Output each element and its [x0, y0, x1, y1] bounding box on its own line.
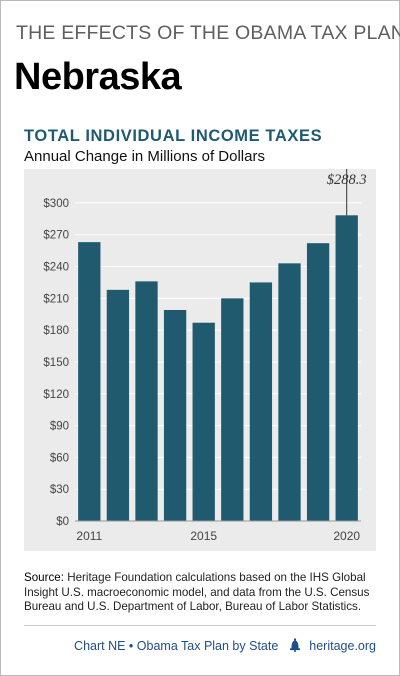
- bar: [78, 242, 101, 521]
- state-title: Nebraska: [14, 56, 182, 98]
- chart-title: TOTAL INDIVIDUAL INCOME TAXES: [24, 127, 323, 145]
- data-label-2020: $288.3: [327, 172, 367, 188]
- bar: [135, 281, 158, 521]
- bar: [249, 282, 273, 521]
- bar: [306, 243, 330, 521]
- footer: Chart NE • Obama Tax Plan by State herit…: [0, 638, 376, 653]
- source-label: Source:: [24, 571, 64, 584]
- y-tick-label: $30: [50, 484, 69, 496]
- y-tick-label: $240: [43, 262, 69, 274]
- bar: [335, 215, 358, 521]
- y-tick-label: $300: [43, 198, 69, 210]
- y-tick-label: $270: [43, 230, 69, 242]
- series-name: Obama Tax Plan by State: [136, 639, 279, 653]
- footer-divider: [24, 625, 376, 626]
- x-tick-label: 2015: [190, 529, 217, 543]
- bar: [163, 309, 187, 521]
- source-note: Source: Heritage Foundation calculations…: [24, 571, 380, 615]
- y-tick-label: $0: [56, 516, 69, 528]
- y-tick-label: $120: [43, 389, 69, 401]
- y-tick-label: $150: [43, 357, 69, 369]
- bar: [106, 289, 130, 521]
- y-tick-label: $180: [43, 325, 69, 337]
- x-tick-label: 2020: [333, 529, 360, 543]
- chart-subtitle: Annual Change in Millions of Dollars: [24, 148, 265, 165]
- source-text: Heritage Foundation calculations based o…: [24, 571, 370, 613]
- footer-separator: •: [125, 639, 137, 653]
- series-kicker: THE EFFECTS OF THE OBAMA TAX PLAN: [16, 22, 400, 44]
- liberty-bell-icon: [289, 638, 300, 652]
- chart-id: Chart NE: [74, 639, 126, 653]
- bar-chart: $0 $30 $60 $90 $120 $150 $180 $210 $240 $270 $300 2…: [43, 169, 367, 543]
- y-tick-label: $60: [50, 452, 69, 464]
- y-tick-label: $210: [43, 293, 69, 305]
- bar: [221, 298, 244, 521]
- x-tick-label: 2011: [76, 529, 102, 543]
- bar: [192, 322, 215, 521]
- heritage-link[interactable]: heritage.org: [309, 639, 376, 653]
- bar: [278, 263, 301, 521]
- y-tick-label: $90: [50, 421, 69, 433]
